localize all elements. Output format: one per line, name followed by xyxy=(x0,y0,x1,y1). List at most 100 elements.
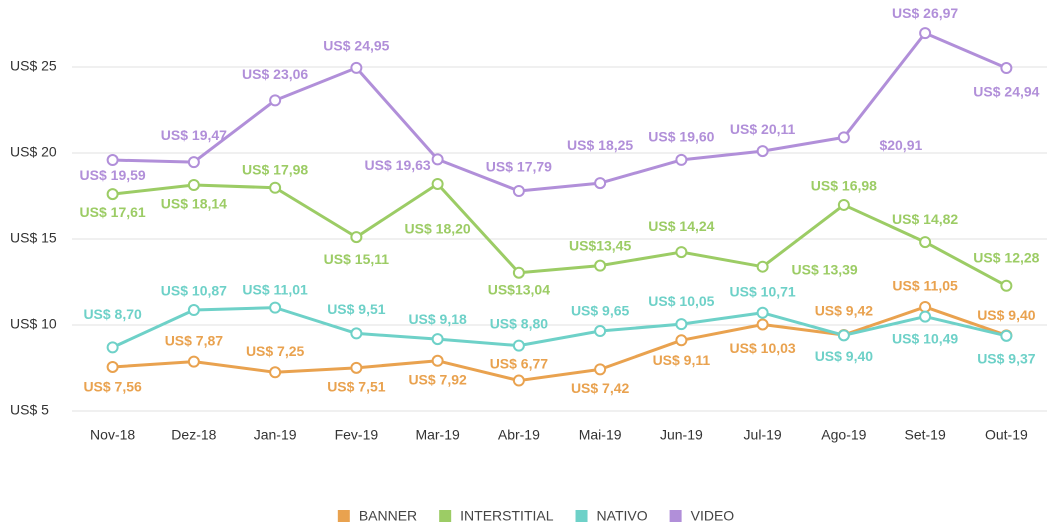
data-label: US$ 7,51 xyxy=(327,379,386,395)
data-label: US$ 7,56 xyxy=(83,379,142,395)
data-label: US$ 10,03 xyxy=(730,340,796,356)
point xyxy=(594,259,607,272)
data-label: US$ 9,65 xyxy=(571,303,630,319)
data-label: US$ 18,20 xyxy=(405,221,471,237)
data-label: US$ 15,11 xyxy=(324,251,390,267)
point xyxy=(675,318,688,331)
data-label: US$ 12,28 xyxy=(973,249,1039,265)
point xyxy=(675,334,688,347)
legend-label: INTERSTITIAL xyxy=(460,508,554,523)
point xyxy=(512,185,525,198)
point xyxy=(837,198,850,211)
legend-label: BANNER xyxy=(359,508,417,523)
point xyxy=(594,363,607,376)
y-tick-label: US$ 20 xyxy=(10,144,57,160)
point xyxy=(512,339,525,352)
line xyxy=(112,182,1008,288)
y-tick-label: US$ 25 xyxy=(10,58,57,74)
line xyxy=(112,305,1007,383)
data-label: US$ 7,25 xyxy=(246,343,305,359)
point xyxy=(269,366,282,379)
y-tick-label: US$ 15 xyxy=(10,230,57,246)
data-label: US$ 24,95 xyxy=(323,38,389,54)
point xyxy=(350,61,363,74)
data-label: US$ 11,05 xyxy=(892,278,958,294)
x-tick-label: Mai-19 xyxy=(579,427,622,443)
data-label: US$ 23,06 xyxy=(242,66,308,82)
x-tick-label: Fev-19 xyxy=(335,427,379,443)
data-label: $20,91 xyxy=(879,137,922,153)
point xyxy=(919,236,932,249)
data-label: US$ 9,51 xyxy=(327,301,386,317)
point xyxy=(269,94,282,107)
x-tick-label: Jul-19 xyxy=(744,427,782,443)
point xyxy=(106,360,119,373)
data-label: US$ 9,11 xyxy=(653,352,711,368)
point xyxy=(837,131,850,144)
x-tick-label: Abr-19 xyxy=(498,427,540,443)
point xyxy=(350,361,363,374)
data-label: US$ 26,97 xyxy=(892,5,958,21)
x-tick-label: Jan-19 xyxy=(254,427,297,443)
point xyxy=(350,231,363,244)
data-label: US$ 9,37 xyxy=(977,351,1036,367)
x-tick-label: Nov-18 xyxy=(90,427,135,443)
point xyxy=(1000,279,1013,292)
point xyxy=(512,266,525,279)
data-label: US$13,45 xyxy=(569,237,631,253)
data-label: US$ 14,82 xyxy=(892,211,958,227)
data-label: US$ 8,80 xyxy=(490,315,549,331)
data-label: US$ 17,98 xyxy=(242,161,308,177)
x-tick-label: Dez-18 xyxy=(171,427,216,443)
data-label: US$ 19,60 xyxy=(648,129,714,145)
data-label: US$ 19,47 xyxy=(161,127,227,143)
data-label: US$ 10,05 xyxy=(648,293,714,309)
data-label: US$ 10,49 xyxy=(892,330,958,346)
legend-swatch xyxy=(439,510,452,522)
point xyxy=(350,327,363,340)
data-label: US$ 8,70 xyxy=(83,306,142,322)
data-label: US$ 19,59 xyxy=(80,167,146,183)
data-label: US$ 16,98 xyxy=(811,178,877,194)
data-label: US$ 7,92 xyxy=(408,371,467,387)
data-label: US$ 7,87 xyxy=(165,332,224,348)
data-label: US$ 10,87 xyxy=(161,283,227,299)
line xyxy=(111,306,1007,349)
point xyxy=(756,145,769,158)
data-label: US$ 10,71 xyxy=(730,283,796,299)
data-label: US$ 14,24 xyxy=(648,218,714,234)
legend-label: NATIVO xyxy=(597,508,648,523)
data-label: US$ 17,61 xyxy=(80,204,146,220)
data-label: US$13,04 xyxy=(488,281,550,297)
data-label: US$ 6,77 xyxy=(490,355,549,371)
point xyxy=(106,341,119,354)
point xyxy=(187,178,200,191)
point xyxy=(594,325,607,338)
point xyxy=(269,181,282,194)
x-tick-label: Mar-19 xyxy=(415,427,460,443)
point xyxy=(269,301,282,314)
point xyxy=(187,355,200,368)
point xyxy=(431,177,444,190)
line xyxy=(112,31,1007,193)
point xyxy=(512,374,525,387)
point xyxy=(1000,329,1013,342)
point xyxy=(756,306,769,319)
data-label: US$ 9,18 xyxy=(408,311,467,327)
point xyxy=(187,156,200,169)
point xyxy=(106,154,119,167)
data-label: US$ 9,42 xyxy=(815,303,874,319)
x-tick-label: Jun-19 xyxy=(660,427,703,443)
point xyxy=(431,333,444,346)
data-label: US$ 9,40 xyxy=(977,307,1036,323)
data-label: US$ 17,79 xyxy=(486,159,552,175)
data-label: US$ 11,01 xyxy=(242,281,308,297)
point xyxy=(919,300,932,313)
point xyxy=(1000,62,1013,75)
data-label: US$ 19,63 xyxy=(365,157,431,173)
point xyxy=(106,188,119,201)
data-label: US$ 24,94 xyxy=(973,84,1039,100)
point xyxy=(431,354,444,367)
legend-swatch xyxy=(669,510,682,522)
